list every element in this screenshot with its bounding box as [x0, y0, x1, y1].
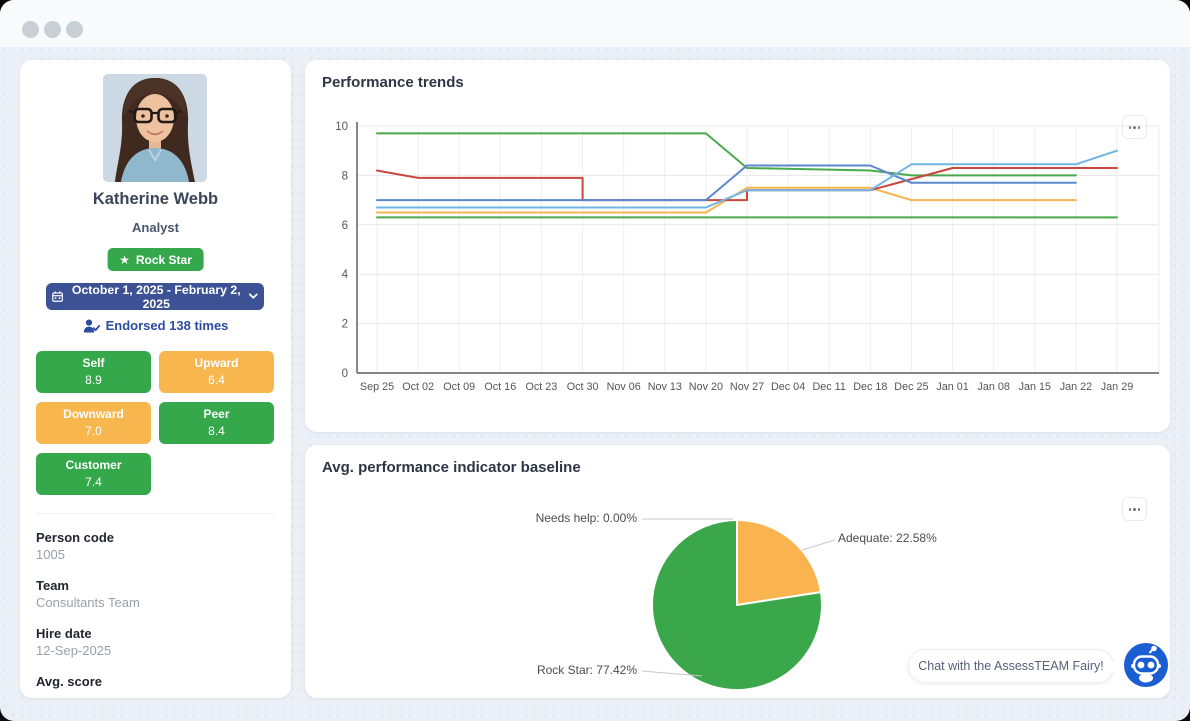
chat-robot-button[interactable] — [1124, 643, 1168, 687]
svg-text:Oct 09: Oct 09 — [443, 381, 475, 393]
card-title: Avg. performance indicator baseline — [322, 459, 581, 476]
score-grid: Self 8.9 Upward 6.4 Downward 7.0 Peer 8.… — [36, 351, 275, 495]
person-role: Analyst — [132, 220, 179, 235]
card-menu-button[interactable] — [1122, 497, 1147, 521]
svg-text:Oct 30: Oct 30 — [567, 381, 599, 393]
svg-text:Dec 25: Dec 25 — [894, 381, 928, 393]
score-value: 6.4 — [208, 373, 225, 387]
detail-person-code: Person code 1005 — [36, 529, 266, 563]
date-range-button[interactable]: October 1, 2025 - February 2, 2025 — [46, 282, 264, 311]
endorsed-link[interactable]: Endorsed 138 times — [20, 318, 291, 333]
svg-text:Nov 20: Nov 20 — [689, 381, 723, 393]
svg-text:Dec 18: Dec 18 — [853, 381, 887, 393]
person-name: Katherine Webb — [92, 190, 219, 208]
detail-value: 12-Sep-2025 — [36, 643, 112, 658]
svg-text:6: 6 — [342, 220, 348, 232]
baseline-pie-chart — [641, 518, 836, 691]
score-label: Self — [82, 355, 105, 370]
score-card-downward: Downward 7.0 — [36, 402, 151, 444]
detail-value: 1005 — [36, 547, 65, 562]
svg-text:Oct 23: Oct 23 — [525, 381, 557, 393]
window-titlebar — [0, 0, 1190, 47]
detail-label: Person code — [36, 530, 115, 545]
status-badge-label: Rock Star — [135, 252, 192, 267]
window-control-dot — [44, 21, 61, 38]
pie-label-needs-help: Needs help: 0.00% — [535, 511, 637, 525]
performance-trends-card: Performance trends 0 2 4 6 8 10 Sep 25 Oct 02 Oc… — [305, 60, 1170, 432]
score-value: 8.9 — [85, 373, 102, 387]
svg-text:10: 10 — [335, 121, 348, 133]
svg-text:Dec 11: Dec 11 — [812, 381, 845, 393]
svg-text:2: 2 — [342, 319, 348, 331]
score-card-upward: Upward 6.4 — [159, 351, 274, 393]
svg-text:Sep 25: Sep 25 — [360, 381, 394, 393]
pie-label-rock-star: Rock Star: 77.42% — [536, 663, 637, 677]
svg-text:0: 0 — [342, 368, 348, 380]
detail-avg-score: Avg. score — [36, 673, 266, 690]
pie-label-adequate: Adequate: 22.58% — [838, 531, 937, 545]
detail-label: Team — [36, 578, 69, 593]
card-title: Performance trends — [322, 74, 464, 91]
avatar-illustration — [103, 74, 207, 182]
svg-text:Dec 04: Dec 04 — [771, 381, 805, 393]
endorsed-label: Endorsed 138 times — [105, 318, 229, 333]
svg-text:Jan 15: Jan 15 — [1019, 381, 1051, 393]
svg-text:Nov 06: Nov 06 — [607, 381, 641, 393]
svg-text:Jan 22: Jan 22 — [1060, 381, 1092, 393]
profile-panel: Katherine Webb Analyst ★ Rock Star Octob… — [20, 60, 291, 698]
window-controls — [22, 21, 83, 38]
ellipsis-icon — [1129, 125, 1132, 129]
profile-photo — [103, 74, 207, 182]
star-icon: ★ — [119, 252, 130, 267]
score-value: 8.4 — [208, 424, 225, 438]
ellipsis-icon — [1129, 507, 1132, 511]
robot-icon — [1124, 643, 1168, 687]
svg-text:Oct 02: Oct 02 — [402, 381, 434, 393]
divider — [36, 513, 275, 514]
detail-hire-date: Hire date 12-Sep-2025 — [36, 625, 266, 659]
window-control-dot — [22, 21, 39, 38]
score-card-peer: Peer 8.4 — [159, 402, 274, 444]
score-label: Downward — [63, 406, 124, 421]
score-label: Upward — [194, 355, 239, 370]
detail-value: Consultants Team — [36, 595, 140, 610]
chat-bubble-tail — [1112, 661, 1120, 673]
svg-text:8: 8 — [342, 170, 348, 182]
score-label: Customer — [65, 457, 122, 472]
calendar-icon — [52, 291, 63, 302]
chat-bubble[interactable]: Chat with the AssessTEAM Fairy! — [908, 649, 1120, 683]
card-menu-button[interactable] — [1122, 115, 1147, 139]
score-card-self: Self 8.9 — [36, 351, 151, 393]
date-range-label: October 1, 2025 - February 2, 2025 — [71, 282, 241, 311]
person-check-icon — [83, 319, 100, 332]
performance-trends-chart: 0 2 4 6 8 10 Sep 25 Oct 02 Oct 09 Oct 16 Oct 23 Oct… — [335, 121, 1160, 393]
chevron-down-icon — [249, 293, 258, 299]
detail-label: Avg. score — [36, 674, 102, 689]
score-value: 7.0 — [85, 424, 102, 438]
detail-team: Team Consultants Team — [36, 577, 266, 611]
chat-bubble-label: Chat with the AssessTEAM Fairy! — [918, 659, 1104, 673]
svg-text:Jan 29: Jan 29 — [1101, 381, 1133, 393]
svg-text:4: 4 — [342, 269, 349, 281]
profile-details: Person code 1005 Team Consultants Team H… — [36, 529, 266, 704]
score-card-customer: Customer 7.4 — [36, 453, 151, 495]
svg-text:Jan 08: Jan 08 — [977, 381, 1009, 393]
svg-text:Oct 16: Oct 16 — [484, 381, 516, 393]
score-label: Peer — [203, 406, 230, 421]
window-control-dot — [66, 21, 83, 38]
svg-text:Jan 01: Jan 01 — [936, 381, 968, 393]
svg-text:Nov 13: Nov 13 — [648, 381, 682, 393]
status-badge: ★ Rock Star — [107, 248, 204, 271]
detail-label: Hire date — [36, 626, 92, 641]
score-value: 7.4 — [85, 475, 102, 489]
svg-text:Nov 27: Nov 27 — [730, 381, 764, 393]
